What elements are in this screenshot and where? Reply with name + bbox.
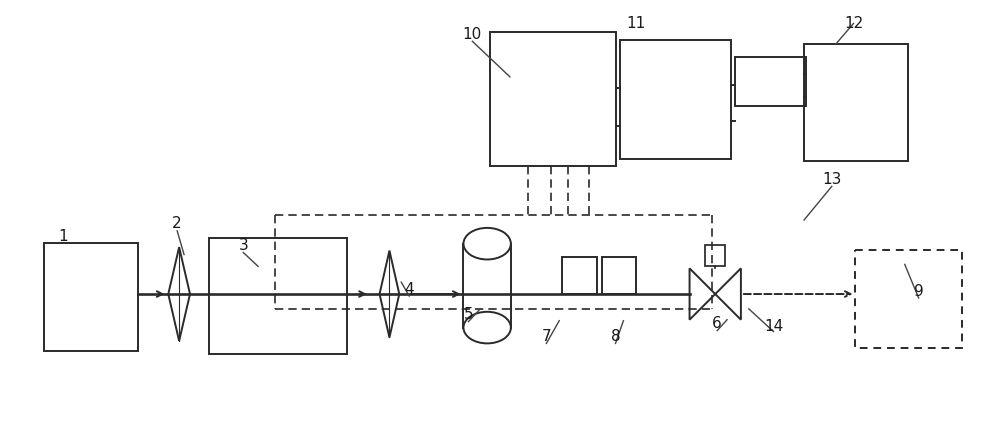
Text: 13: 13 xyxy=(822,172,841,187)
Text: 14: 14 xyxy=(764,319,783,334)
Text: 12: 12 xyxy=(844,16,863,31)
Text: 5: 5 xyxy=(464,307,473,322)
Bar xyxy=(562,257,597,294)
Text: 3: 3 xyxy=(238,238,248,253)
Text: 7: 7 xyxy=(542,329,551,344)
Bar xyxy=(620,40,731,159)
Text: 8: 8 xyxy=(611,329,620,344)
Bar xyxy=(209,238,347,354)
Bar xyxy=(44,243,138,351)
Bar xyxy=(735,57,806,107)
Bar xyxy=(705,245,725,267)
Bar xyxy=(490,32,616,166)
Text: 2: 2 xyxy=(172,216,182,232)
Bar xyxy=(855,250,962,348)
Text: 4: 4 xyxy=(404,281,414,297)
Text: 6: 6 xyxy=(712,316,722,331)
Text: 11: 11 xyxy=(627,16,646,31)
Text: 10: 10 xyxy=(463,27,482,42)
Text: 1: 1 xyxy=(59,229,68,244)
Bar xyxy=(804,44,908,161)
Bar xyxy=(602,257,636,294)
Text: 9: 9 xyxy=(914,284,923,298)
